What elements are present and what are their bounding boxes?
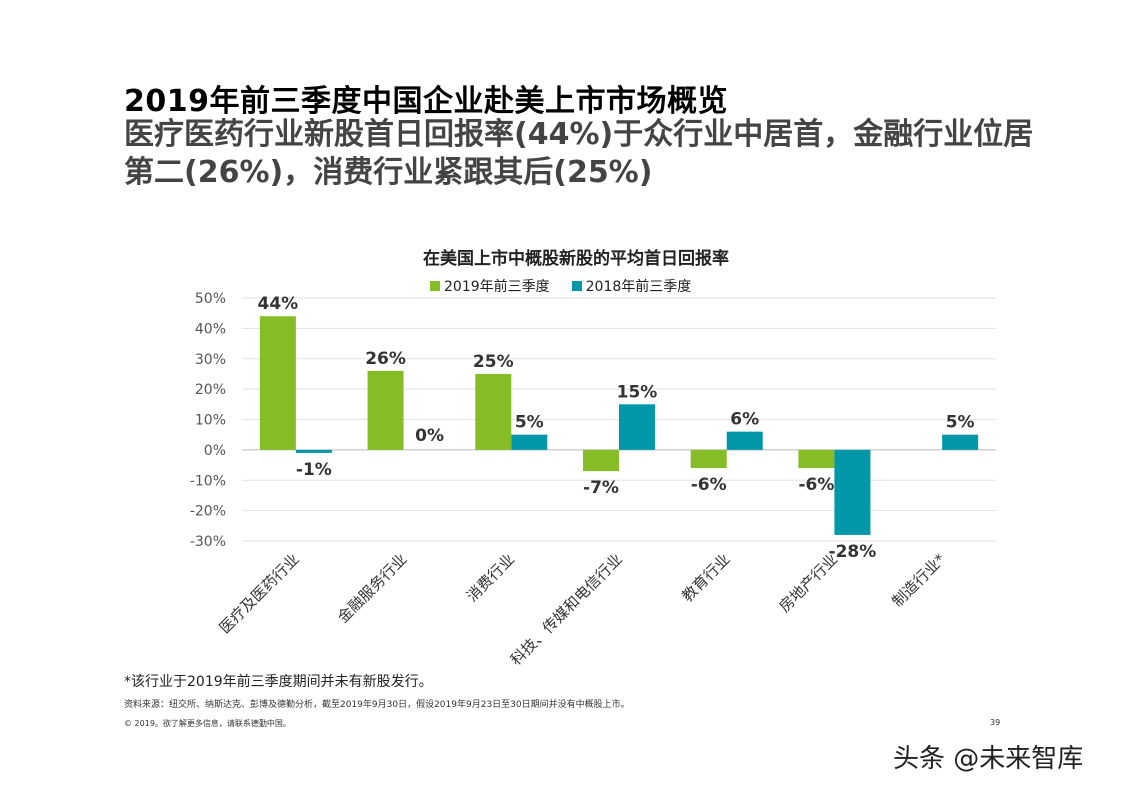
data-label: 26% (365, 349, 406, 369)
data-label: -7% (583, 478, 619, 498)
x-tick-label: 金融服务行业 (334, 550, 410, 626)
legend-label: 2018年前三季度 (585, 279, 692, 295)
footnote: *该行业于2019年前三季度期间并未有新股发行。 (124, 674, 433, 690)
source-text: 资料来源：纽交所、纳斯达克、彭博及德勤分析，截至2019年9月30日，假设201… (124, 700, 630, 710)
bar-2019 (259, 316, 296, 450)
bar-2018 (726, 431, 763, 450)
x-tick-label: 消费行业 (463, 550, 518, 605)
x-tick-label: 教育行业 (678, 550, 733, 605)
y-tick-label: 40% (195, 321, 226, 337)
data-label: 25% (473, 352, 514, 372)
y-tick-label: 50% (195, 291, 226, 307)
x-tick-label: 医疗及医药行业 (216, 550, 303, 637)
y-tick-label: -10% (190, 473, 226, 489)
data-label: 6% (730, 410, 759, 430)
chart-legend: 2019年前三季度 2018年前三季度 (430, 276, 691, 296)
legend-swatch (571, 281, 582, 291)
data-label: -6% (798, 475, 834, 495)
y-tick-label: -20% (190, 504, 226, 520)
data-label: 5% (946, 413, 975, 433)
data-label: 5% (515, 413, 544, 433)
page-title: 2019年前三季度中国企业赴美上市市场概览 (124, 84, 728, 119)
copyright: © 2019。欲了解更多信息，请联系德勤中国。 (124, 719, 291, 728)
x-tick-label: 科技、传媒和电信行业 (507, 550, 626, 669)
data-label: -28% (829, 542, 877, 562)
bar-2019 (367, 370, 404, 450)
bar-2019 (798, 449, 835, 469)
x-tick-label: 房地产行业 (775, 550, 841, 616)
x-tick-label: 制造行业* (889, 550, 950, 611)
data-label: -1% (296, 460, 332, 480)
data-label: -6% (691, 475, 727, 495)
y-tick-label: 0% (204, 443, 226, 459)
legend-item-2018: 2018年前三季度 (571, 276, 692, 296)
page-number: 39 (990, 718, 1001, 727)
y-tick-label: 30% (195, 352, 226, 368)
bar-2018 (295, 449, 332, 453)
bar-2019 (475, 373, 512, 450)
bar-2018 (619, 404, 655, 450)
bar-2019 (690, 449, 727, 469)
watermark: 头条 @未来智库 (893, 744, 1084, 774)
chart-title: 在美国上市中概股新股的平均首日回报率 (423, 249, 729, 269)
legend-label: 2019年前三季度 (444, 279, 550, 295)
data-label: 15% (617, 382, 658, 402)
y-tick-label: -30% (190, 534, 226, 550)
page-subtitle: 医疗医药行业新股首日回报率(44%)于众行业中居首，金融行业位居第二(26%)，… (124, 117, 1034, 190)
bar-2018 (834, 449, 871, 535)
y-tick-label: 10% (195, 413, 226, 429)
data-label: 44% (258, 294, 299, 314)
legend-item-2019: 2019年前三季度 (430, 276, 550, 296)
bar-2019 (583, 449, 619, 472)
data-label: 0% (415, 426, 444, 446)
bar-2018 (511, 434, 548, 450)
bar-2018 (942, 434, 979, 450)
legend-swatch (430, 281, 440, 291)
y-tick-label: 20% (195, 382, 226, 398)
